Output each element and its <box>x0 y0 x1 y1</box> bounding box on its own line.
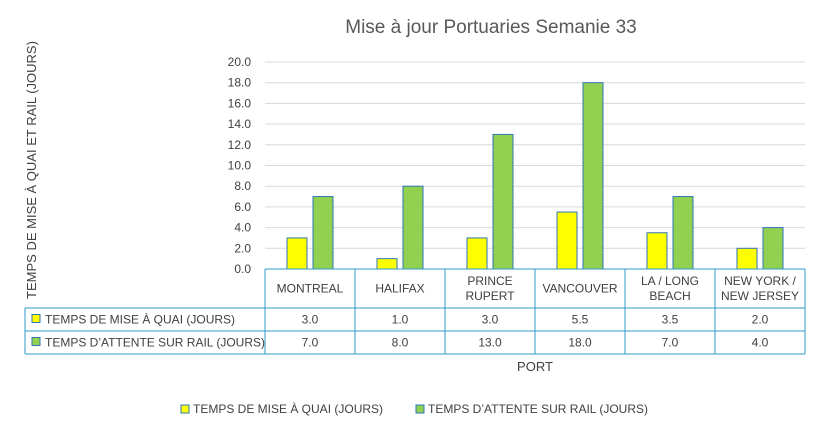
table-value: 4.0 <box>752 336 769 350</box>
table-value: 8.0 <box>392 336 409 350</box>
bar-attente-rail <box>582 82 604 270</box>
legend-label-mise-a-quai: TEMPS DE MISE À QUAI (JOURS) <box>193 401 383 416</box>
bar-attente-rail <box>312 196 334 270</box>
category-label: MONTREAL <box>277 282 344 296</box>
table-value: 7.0 <box>662 336 679 350</box>
table-value: 18.0 <box>568 336 592 350</box>
legend-swatch-attente-rail <box>415 404 425 414</box>
category-label: NEW YORK / <box>724 274 796 288</box>
legend-swatch-mise-a-quai <box>180 404 190 414</box>
category-label: HALIFAX <box>375 282 424 296</box>
y-axis-label: TEMPS DE MISE À QUAI ET RAIL (JOURS) <box>24 41 39 299</box>
category-label: BEACH <box>649 289 690 303</box>
y-tick-label: 4.0 <box>234 221 251 235</box>
table-value: 1.0 <box>392 313 409 327</box>
x-axis-label: PORT <box>517 359 553 374</box>
bar-attente-rail <box>402 185 424 270</box>
category-label: NEW JERSEY <box>721 289 799 303</box>
bar-attente-rail <box>762 227 784 270</box>
bar-attente-rail <box>492 133 514 270</box>
bar-mise-a-quai <box>376 258 398 270</box>
bar-mise-a-quai <box>286 237 308 270</box>
table-series-name: TEMPS DE MISE À QUAI (JOURS) <box>45 312 235 327</box>
y-tick-label: 16.0 <box>228 96 252 110</box>
bar-mise-a-quai <box>466 237 488 270</box>
table-value: 13.0 <box>478 336 502 350</box>
y-tick-label: 8.0 <box>234 179 251 193</box>
y-axis-ticks: 0.0 2.0 4.0 6.0 8.0 10.0 12.0 14.0 16.0 18.0 20.0 <box>228 55 252 276</box>
chart-title: Mise à jour Portuaries Semanie 33 <box>345 17 636 38</box>
table-value: 5.5 <box>572 313 589 327</box>
table-value: 2.0 <box>752 313 769 327</box>
bar-attente-rail <box>672 196 694 270</box>
y-tick-label: 6.0 <box>234 200 251 214</box>
category-label: PRINCE <box>467 274 512 288</box>
y-tick-label: 0.0 <box>234 262 251 276</box>
legend: TEMPS DE MISE À QUAI (JOURS) TEMPS D’ATT… <box>180 401 648 416</box>
y-tick-label: 12.0 <box>228 138 252 152</box>
bar-mise-a-quai <box>646 232 668 270</box>
bars <box>286 82 784 270</box>
y-tick-label: 10.0 <box>228 159 252 173</box>
gridlines <box>265 61 805 270</box>
table-value: 7.0 <box>302 336 319 350</box>
bar-mise-a-quai <box>556 211 578 270</box>
y-tick-label: 18.0 <box>228 76 252 90</box>
legend-label-attente-rail: TEMPS D’ATTENTE SUR RAIL (JOURS) <box>428 402 648 416</box>
bar-mise-a-quai <box>736 247 758 270</box>
table-value: 3.0 <box>482 313 499 327</box>
table-value: 3.5 <box>662 313 679 327</box>
y-tick-label: 14.0 <box>228 117 252 131</box>
category-label: VANCOUVER <box>542 282 617 296</box>
table-legend-key <box>31 314 41 323</box>
category-label: LA / LONG <box>641 274 699 288</box>
y-tick-label: 2.0 <box>234 241 251 255</box>
table-value: 3.0 <box>302 313 319 327</box>
y-tick-label: 20.0 <box>228 55 252 69</box>
category-label: RUPERT <box>465 289 515 303</box>
table-series-name: TEMPS D’ATTENTE SUR RAIL (JOURS) <box>45 336 265 350</box>
table-legend-key <box>31 337 41 346</box>
